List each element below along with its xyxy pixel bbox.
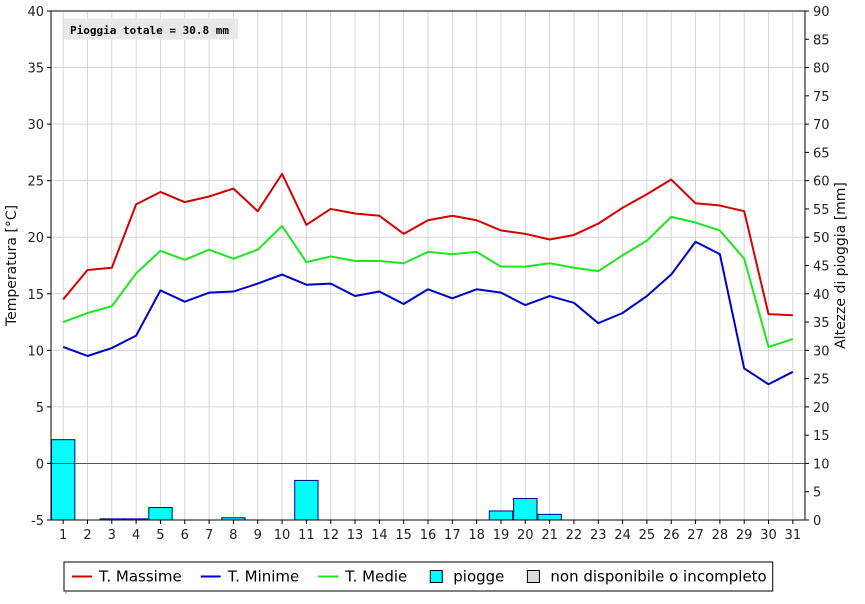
right-tick-label: 70 <box>813 118 830 133</box>
rain-bar <box>294 479 319 521</box>
right-tick-label: 60 <box>813 175 830 190</box>
legend-label: T. Medie <box>344 568 407 586</box>
legend-label: piogge <box>453 568 504 586</box>
x-tick-label: 11 <box>298 528 315 543</box>
left-tick-label: 25 <box>27 175 44 190</box>
legend-swatch <box>429 570 443 583</box>
legend-label: T. Massime <box>98 568 182 586</box>
x-tick-label: 1 <box>59 528 67 543</box>
right-tick-label: 15 <box>813 429 830 444</box>
x-tick-label: 13 <box>347 528 364 543</box>
x-tick-label: 27 <box>687 528 704 543</box>
rain-total-label: Pioggia totale = 30.8 mm <box>70 24 229 37</box>
x-tick-label: 23 <box>590 528 607 543</box>
rain-bar <box>50 439 76 521</box>
x-tick-label: 16 <box>420 528 437 543</box>
x-tick-label: 19 <box>493 528 510 543</box>
right-tick-label: 80 <box>813 62 830 77</box>
x-tick-label: 20 <box>517 528 534 543</box>
x-tick-label: 3 <box>108 528 116 543</box>
legend-swatch <box>526 570 540 583</box>
left-tick-label: 10 <box>27 344 44 359</box>
series-line <box>62 240 794 386</box>
x-tick-label: 31 <box>785 528 802 543</box>
right-tick-label: 55 <box>813 203 830 218</box>
x-tick-label: 6 <box>181 528 189 543</box>
x-tick-label: 17 <box>444 528 461 543</box>
x-tick-label: 5 <box>156 528 164 543</box>
x-tick-label: 24 <box>614 528 631 543</box>
rain-bar <box>537 513 562 521</box>
x-tick-label: 10 <box>274 528 291 543</box>
series-line <box>62 215 794 348</box>
x-tick-label: 4 <box>132 528 140 543</box>
x-tick-label: 2 <box>83 528 91 543</box>
right-tick-label: 30 <box>813 344 830 359</box>
legend-label: non disponibile o incompleto <box>550 568 766 586</box>
right-tick-label: 65 <box>813 146 830 161</box>
rain-bar <box>148 507 173 521</box>
x-tick-label: 14 <box>371 528 388 543</box>
right-tick-label: 35 <box>813 316 830 331</box>
x-tick-label: 9 <box>254 528 262 543</box>
right-axis-title: Altezze di pioggia [mm] <box>833 182 849 349</box>
right-axis-ticks: 0 5 10 15 20 25 30 35 40 45 50 55 60 65 70 75 80 85 90 <box>805 5 830 529</box>
rain-bar <box>488 510 514 521</box>
right-tick-label: 10 <box>813 457 830 472</box>
left-tick-label: 20 <box>27 231 44 246</box>
left-tick-label: 5 <box>36 401 44 416</box>
x-tick-label: 21 <box>541 528 558 543</box>
right-tick-label: 0 <box>813 514 821 529</box>
left-axis-title: Temperatura [°C] <box>4 205 20 327</box>
temperature-lines <box>62 172 794 386</box>
rain-bar <box>513 498 538 521</box>
rain-total-badge <box>63 18 238 40</box>
x-tick-label: 12 <box>322 528 339 543</box>
left-tick-label: 15 <box>27 288 44 303</box>
right-tick-label: 90 <box>813 5 830 20</box>
right-tick-label: 50 <box>813 231 830 246</box>
x-tick-label: 8 <box>229 528 237 543</box>
legend-box <box>63 561 774 592</box>
right-tick-label: 45 <box>813 260 830 275</box>
left-axis-ticks: -5 0 5 10 15 20 25 30 35 40 <box>27 5 51 529</box>
left-tick-label: 30 <box>27 118 44 133</box>
right-tick-label: 40 <box>813 288 830 303</box>
right-tick-label: 25 <box>813 373 830 388</box>
legend: T. Massime T. Minime T. Medie piogge non dis… <box>63 561 774 594</box>
x-tick-label: 15 <box>395 528 412 543</box>
right-tick-label: 5 <box>813 486 821 501</box>
left-tick-label: 0 <box>36 457 44 472</box>
x-tick-label: 30 <box>760 528 777 543</box>
x-tick-label: 25 <box>639 528 656 543</box>
left-tick-label: 40 <box>27 5 44 20</box>
x-tick-label: 29 <box>736 528 753 543</box>
right-tick-label: 20 <box>813 401 830 416</box>
right-tick-label: 85 <box>813 33 830 48</box>
series-line <box>62 172 793 317</box>
left-tick-label: -5 <box>31 514 44 529</box>
legend-label: T. Minime <box>227 568 300 586</box>
x-tick-label: 7 <box>205 528 213 543</box>
x-axis-ticks: 1 2 3 4 5 6 7 8 9 10 11 12 13 14 15 16 17 18 19 20 21 22 23 24 2… <box>59 520 801 543</box>
left-tick-label: 35 <box>27 62 44 77</box>
x-tick-label: 18 <box>468 528 485 543</box>
right-tick-label: 75 <box>813 90 830 105</box>
x-tick-label: 22 <box>566 528 583 543</box>
x-tick-label: 26 <box>663 528 680 543</box>
x-tick-label: 28 <box>712 528 729 543</box>
